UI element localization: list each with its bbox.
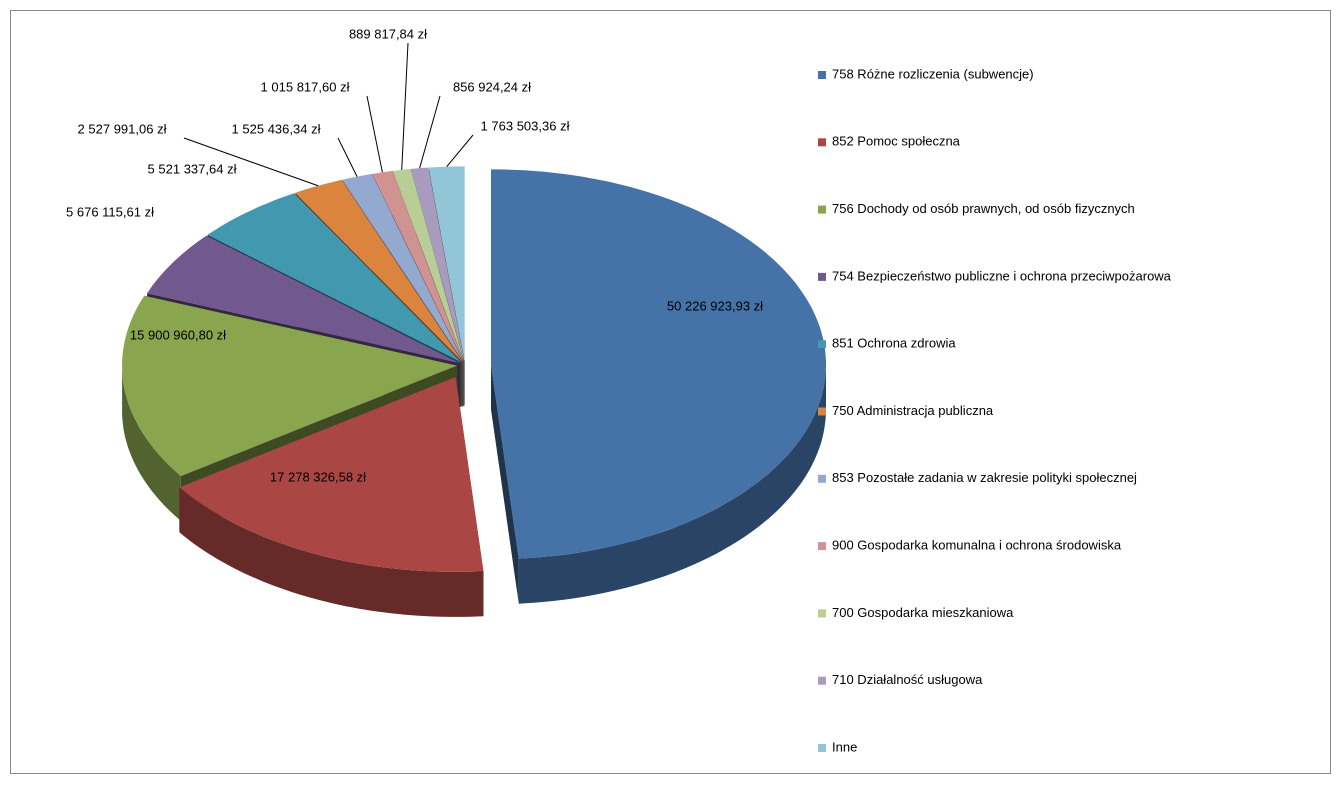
slice-wall — [122, 365, 181, 521]
data-label: 889 817,84 zł — [349, 26, 427, 41]
legend-swatch — [818, 744, 826, 752]
data-label: 856 924,24 zł — [453, 79, 531, 94]
data-label: 2 527 991,06 zł — [78, 121, 167, 136]
data-label: 5 521 337,64 zł — [148, 161, 237, 176]
legend-label: 900 Gospodarka komunalna i ochrona środo… — [832, 538, 1122, 553]
legend-label: 851 Ochrona zdrowia — [832, 336, 956, 351]
data-label: 1 015 817,60 zł — [261, 79, 350, 94]
legend-swatch — [818, 205, 826, 214]
data-label: 1 763 503,36 zł — [481, 118, 570, 133]
legend-swatch — [818, 71, 826, 79]
legend-label: 758 Różne rozliczenia (subwencje) — [832, 66, 1034, 81]
legend-swatch — [818, 542, 826, 551]
slice — [179, 376, 484, 572]
leader-line — [419, 95, 441, 169]
leader-line — [366, 95, 383, 173]
slice — [122, 295, 458, 476]
legend-swatch — [818, 340, 826, 349]
slice — [372, 170, 464, 362]
legend-label: 754 Bezpieczeństwo publiczne i ochrona p… — [832, 268, 1172, 283]
legend-label: 852 Pomoc społeczna — [832, 134, 961, 149]
legend-swatch — [818, 138, 826, 147]
leader-line — [446, 134, 474, 168]
leader-line — [183, 137, 319, 187]
slice-wall — [179, 487, 484, 617]
slice — [491, 169, 826, 559]
slice — [342, 173, 464, 362]
legend-swatch — [818, 407, 826, 416]
legend-label: 700 Gospodarka mieszkaniowa — [832, 605, 1014, 620]
legend-swatch — [818, 676, 826, 685]
slice — [295, 179, 463, 362]
legend-label: 750 Administracja publiczna — [832, 403, 994, 418]
slice-wall — [518, 364, 826, 604]
data-label: 17 278 326,58 zł — [270, 469, 366, 484]
slice — [411, 167, 465, 362]
legend-label: Inne — [832, 739, 857, 754]
legend-swatch — [818, 609, 826, 618]
slice — [392, 168, 464, 362]
slice — [207, 193, 462, 363]
legend-swatch — [818, 272, 826, 281]
legend-label: 756 Dochody od osób prawnych, od osób fi… — [832, 201, 1135, 216]
legend-label: 710 Działalność usługowa — [832, 672, 983, 687]
leader-line — [337, 137, 358, 177]
slice-side — [491, 364, 519, 604]
data-label: 5 676 115,61 zł — [66, 204, 154, 219]
data-label: 50 226 923,93 zł — [667, 298, 763, 313]
leader-line — [401, 42, 409, 170]
slice — [147, 235, 460, 364]
legend-swatch — [818, 474, 826, 483]
legend-label: 853 Pozostałe zadania w zakresie polityk… — [832, 470, 1137, 485]
data-label: 1 525 436,34 zł — [232, 121, 321, 136]
data-label: 15 900 960,80 zł — [130, 327, 226, 342]
slice — [428, 166, 465, 362]
